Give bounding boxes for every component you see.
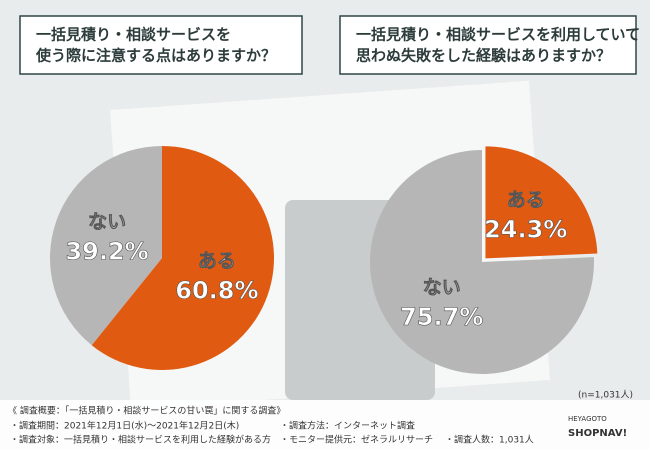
footer-item: ・調査方法：インターネット調査	[280, 420, 415, 432]
chart-title: 思わぬ失敗をした経験はありますか？	[356, 47, 611, 65]
chart-title: 一括見積り・相談サービスを	[36, 26, 231, 44]
pie-slice	[91, 146, 274, 370]
slice-value-label: 24.3%	[484, 215, 567, 243]
logo-bottom: SHOPNAV!	[568, 428, 627, 439]
slice-value-label: 75.7%	[400, 303, 483, 331]
footer-item: ・調査人数：1,031人	[445, 434, 534, 446]
footer-item: ・調査期間：2021年12月1日(水)～2021年12月2日(木)	[10, 420, 239, 432]
footer-item: ・調査対象：一括見積り・相談サービスを利用した経験がある方	[10, 434, 271, 446]
chart-title: 一括見積り・相談サービスを利用していて	[356, 26, 640, 44]
slice-category: ない	[423, 277, 461, 299]
slice-category: ない	[88, 211, 126, 233]
pie-slice	[49, 146, 162, 346]
chart-title: 使う際に注意する点はありますか？	[35, 47, 276, 65]
sample-size: (n=1,031人)	[578, 390, 633, 401]
footer-item: ・モニター提供元：ゼネラルリサーチ	[280, 434, 433, 446]
slice-value-label: 60.8%	[175, 276, 258, 304]
slice-value-label: 39.2%	[65, 238, 148, 266]
pie-slice	[485, 146, 598, 259]
footer-heading: 《 調査概要：「一括見積り・相談サービスの甘い罠」に関する調査》	[8, 405, 285, 417]
title-box	[19, 15, 303, 75]
title-box	[339, 15, 637, 75]
footer-bg	[0, 400, 650, 450]
slice-category: ある	[198, 250, 236, 272]
slice-category: ある	[507, 189, 545, 211]
logo-top: HEYAGOTO	[568, 415, 607, 423]
pie-slice	[370, 150, 594, 374]
